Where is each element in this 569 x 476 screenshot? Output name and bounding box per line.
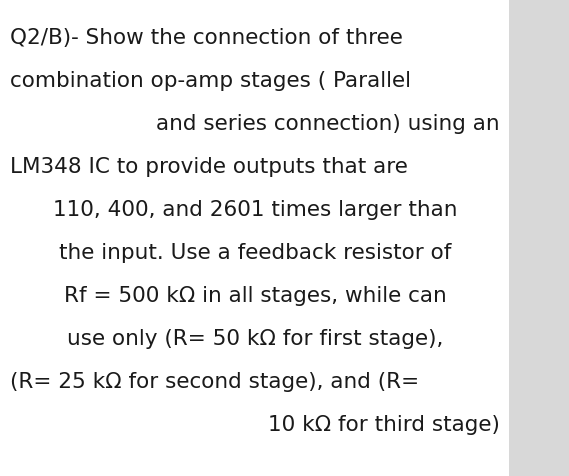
Bar [509,0,569,476]
Text: Q2/B)- Show the connection of three: Q2/B)- Show the connection of three [10,28,403,48]
Text: and series connection) using an: and series connection) using an [156,114,500,134]
Text: LM348 IC to provide outputs that are: LM348 IC to provide outputs that are [10,157,408,177]
Text: 110, 400, and 2601 times larger than: 110, 400, and 2601 times larger than [53,199,457,219]
Text: 10 kΩ for third stage): 10 kΩ for third stage) [267,414,500,434]
Text: the input. Use a feedback resistor of: the input. Use a feedback resistor of [59,242,451,262]
Text: combination op-amp stages ( Parallel: combination op-amp stages ( Parallel [10,71,411,91]
Text: (R= 25 kΩ for second stage), and (R=: (R= 25 kΩ for second stage), and (R= [10,371,419,391]
Text: use only (R= 50 kΩ for first stage),: use only (R= 50 kΩ for first stage), [67,328,443,348]
Text: Rf = 500 kΩ in all stages, while can: Rf = 500 kΩ in all stages, while can [64,286,446,306]
